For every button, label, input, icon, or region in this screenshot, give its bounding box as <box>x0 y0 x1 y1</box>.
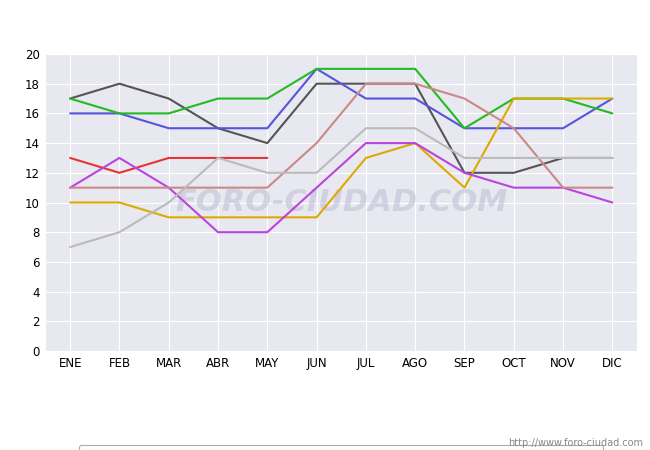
Legend: 2024, 2023, 2022, 2021, 2020, 2019, 2018, 2017: 2024, 2023, 2022, 2021, 2020, 2019, 2018… <box>79 445 603 450</box>
Text: FORO-CIUDAD.COM: FORO-CIUDAD.COM <box>175 188 508 217</box>
Text: Afiliados en Tiurana a 31/5/2024: Afiliados en Tiurana a 31/5/2024 <box>190 14 460 32</box>
Text: http://www.foro-ciudad.com: http://www.foro-ciudad.com <box>508 438 644 448</box>
